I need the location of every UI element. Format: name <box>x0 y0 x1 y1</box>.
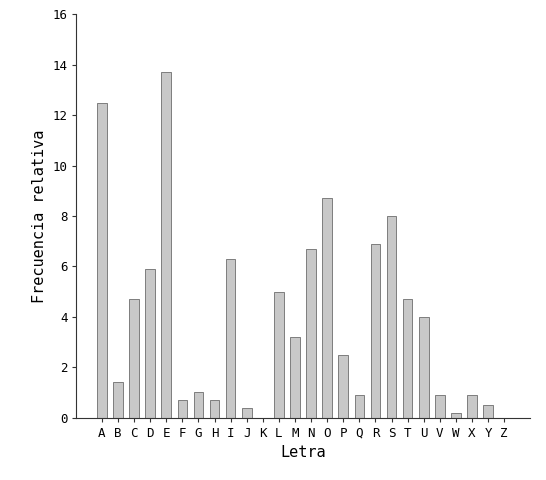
Bar <box>451 413 461 418</box>
Bar <box>354 395 364 418</box>
Bar <box>226 259 235 418</box>
Bar <box>97 103 106 418</box>
Bar <box>290 337 300 418</box>
Bar <box>371 244 380 418</box>
Bar <box>467 395 477 418</box>
Bar <box>129 299 139 418</box>
Bar <box>306 249 316 418</box>
Bar <box>339 355 348 418</box>
Bar <box>194 393 203 418</box>
Y-axis label: Frecuencia relativa: Frecuencia relativa <box>32 129 47 303</box>
Bar <box>274 292 284 418</box>
Bar <box>210 400 219 418</box>
Bar <box>145 269 155 418</box>
Bar <box>483 405 493 418</box>
Bar <box>403 299 412 418</box>
Bar <box>242 408 252 418</box>
Bar <box>435 395 444 418</box>
X-axis label: Letra: Letra <box>280 445 326 460</box>
Bar <box>162 72 171 418</box>
Bar <box>322 198 332 418</box>
Bar <box>387 216 396 418</box>
Bar <box>419 317 429 418</box>
Bar <box>113 382 123 418</box>
Bar <box>177 400 187 418</box>
